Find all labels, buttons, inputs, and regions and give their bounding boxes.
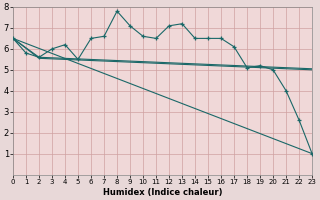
X-axis label: Humidex (Indice chaleur): Humidex (Indice chaleur) bbox=[103, 188, 222, 197]
